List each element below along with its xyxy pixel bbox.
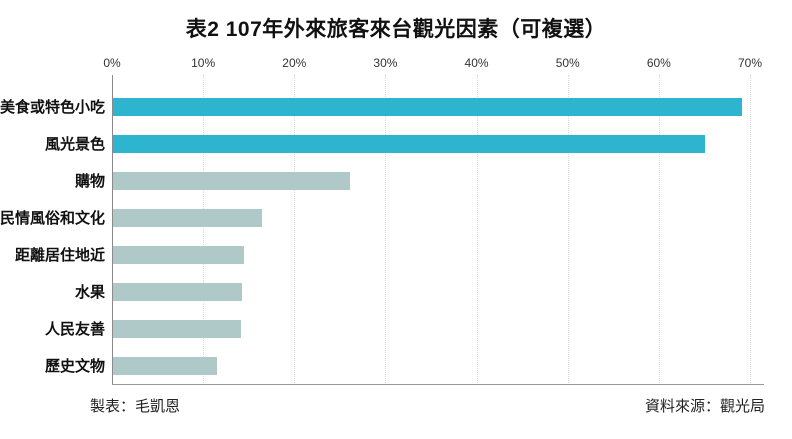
bar-track <box>113 356 751 375</box>
y-axis-line <box>112 75 113 385</box>
category-label: 美食或特色小吃 <box>0 99 106 116</box>
x-axis-tick-label: 60% <box>646 56 671 70</box>
bar-row: 風光景色 <box>0 125 751 162</box>
bar-row: 美食或特色小吃 <box>0 88 751 125</box>
x-axis-tick-label: 20% <box>282 56 307 70</box>
bar-track <box>113 171 751 190</box>
gridline <box>750 75 751 385</box>
bar-row: 購物 <box>0 162 751 199</box>
x-axis-tick-label: 10% <box>191 56 216 70</box>
category-label: 風光景色 <box>44 136 105 153</box>
category-label: 人民友善 <box>44 321 105 338</box>
plot-area <box>112 75 751 385</box>
bar-track <box>113 282 751 301</box>
bar <box>113 134 706 153</box>
bar <box>113 208 263 227</box>
x-axis-tick-label: 40% <box>464 56 489 70</box>
gridline <box>567 75 569 385</box>
bar-track <box>113 134 751 153</box>
bar-track <box>113 245 751 264</box>
gridline <box>203 75 205 385</box>
bar-row: 民情風俗和文化 <box>0 199 751 236</box>
category-label: 距離居住地近 <box>14 247 105 264</box>
gridline <box>658 75 660 385</box>
footer-author: 製表：毛凱恩 <box>90 398 181 415</box>
x-axis-tick-label: 70% <box>737 56 763 70</box>
bar <box>113 356 217 375</box>
x-axis-tick-label: 0% <box>103 56 121 70</box>
bar <box>113 97 742 116</box>
chart-title: 表2 107年外來旅客來台觀光因素（可複選） <box>185 18 607 41</box>
footer-source: 資料來源：觀光局 <box>644 398 765 415</box>
x-axis-tick-label: 50% <box>555 56 580 70</box>
bar <box>113 282 243 301</box>
bar-track <box>113 97 751 116</box>
x-axis-line <box>112 384 764 385</box>
bar-rows: 美食或特色小吃 風光景色 購物 民情風俗和文化 距離居住地近 水果 <box>0 88 751 384</box>
bar <box>113 171 350 190</box>
category-label: 民情風俗和文化 <box>0 210 106 227</box>
bar <box>113 245 245 264</box>
category-label: 購物 <box>74 173 105 190</box>
bar-row: 距離居住地近 <box>0 236 751 273</box>
bar-track <box>113 208 751 227</box>
category-label: 歷史文物 <box>44 358 105 375</box>
bar <box>113 319 241 338</box>
bar-row: 歷史文物 <box>0 347 751 384</box>
chart-footer: 製表：毛凱恩 資料來源：觀光局 <box>90 395 765 416</box>
category-label: 水果 <box>74 284 105 301</box>
gridline <box>385 75 387 385</box>
x-axis-tick-labels: 0% 10% 20% 30% 40% 50% 60% 70% <box>103 56 762 70</box>
bar-row: 人民友善 <box>0 310 751 347</box>
x-axis-tick-label: 30% <box>373 56 398 70</box>
gridline <box>294 75 296 385</box>
bar-track <box>113 319 751 338</box>
bar-row: 水果 <box>0 273 751 310</box>
gridline <box>476 75 478 385</box>
